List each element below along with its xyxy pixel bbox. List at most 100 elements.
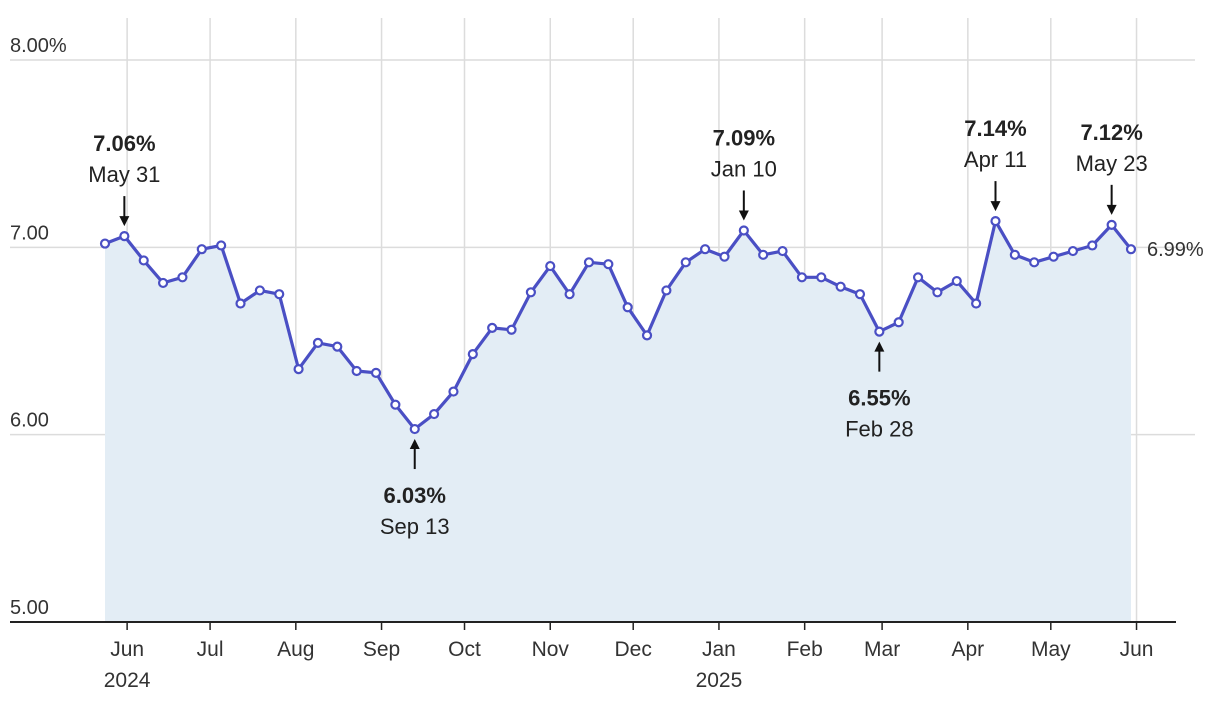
data-point	[971, 298, 982, 309]
data-point	[622, 302, 633, 313]
data-point	[912, 272, 924, 283]
x-tick-label: Jan	[702, 638, 736, 661]
data-point	[274, 289, 285, 300]
annotation-callout: May 31 7.06%	[88, 131, 160, 227]
annotation-callout: 6.55% Feb 28	[845, 341, 914, 442]
data-point	[738, 225, 749, 236]
data-point	[1087, 240, 1098, 251]
data-point	[680, 257, 691, 268]
data-point	[816, 272, 827, 283]
data-point	[641, 330, 653, 341]
data-point	[119, 230, 130, 242]
data-point	[1029, 257, 1040, 268]
annotation-value: 6.03%	[384, 483, 446, 508]
data-point	[177, 272, 188, 283]
x-tick-label: Mar	[864, 638, 900, 661]
annotation-callout: Apr 11 7.14%	[964, 116, 1027, 212]
data-point	[932, 287, 943, 298]
x-tick-label: Aug	[277, 638, 314, 661]
data-point	[700, 244, 711, 255]
end-value-label: 6.99%	[1147, 239, 1204, 261]
data-point	[370, 367, 382, 378]
data-point	[796, 272, 808, 283]
y-tick-label: 6.00	[10, 410, 49, 432]
axis-layer	[10, 621, 1176, 630]
data-point	[661, 285, 672, 296]
data-point	[1106, 219, 1117, 230]
annotation-arrow-head	[119, 216, 130, 227]
annotation-arrow-head	[738, 210, 749, 221]
annotation-date: May 31	[88, 162, 160, 187]
annotation-layer: May 31 7.06% 6.03% Sep 13 Jan 10 7.09% 6.55% Fe…	[88, 116, 1147, 539]
x-tick-label: Jun	[110, 638, 144, 661]
data-point	[777, 245, 788, 257]
annotation-arrow-head	[990, 201, 1001, 212]
data-point	[874, 326, 885, 337]
annotation-date: May 23	[1076, 151, 1148, 176]
y-tick-label: 8.00%	[10, 35, 67, 57]
annotation-arrow-head	[874, 341, 885, 352]
data-point	[758, 249, 769, 260]
x-tick-label: Feb	[787, 638, 823, 661]
data-point	[583, 257, 595, 268]
annotation-value: 7.14%	[964, 116, 1026, 141]
data-point	[564, 289, 575, 300]
data-point	[332, 341, 343, 352]
series-area	[105, 221, 1131, 622]
data-point	[216, 240, 227, 251]
data-point	[951, 275, 962, 287]
data-point	[99, 238, 111, 249]
data-point	[157, 277, 169, 289]
x-tick-label: Jul	[197, 638, 224, 661]
data-point	[719, 251, 730, 262]
data-point	[138, 255, 149, 266]
annotation-value: 7.09%	[713, 125, 775, 150]
data-point	[448, 386, 459, 397]
point-layer	[99, 216, 1137, 435]
data-point	[545, 260, 556, 272]
label-layer: 5.00 6.00 7.00 8.00% Jun 2024 Jul Aug Sep Oct Nov D…	[10, 35, 1204, 692]
annotation-value: 7.06%	[93, 131, 155, 156]
data-point	[1125, 244, 1137, 255]
annotation-value: 6.55%	[848, 386, 910, 411]
data-point	[1067, 245, 1079, 257]
data-point	[854, 289, 866, 300]
data-point	[835, 281, 846, 292]
x-tick-label: Apr	[951, 638, 984, 661]
data-point	[196, 244, 207, 255]
annotation-callout: 6.03% Sep 13	[380, 439, 450, 539]
x-tick-label: Dec	[615, 638, 652, 661]
annotation-date: Sep 13	[380, 514, 450, 539]
data-point	[254, 285, 265, 296]
data-point	[235, 298, 246, 309]
annotation-arrow-head	[1106, 204, 1117, 215]
x-tick-label: May	[1031, 638, 1071, 661]
area-layer	[105, 221, 1131, 622]
y-tick-label: 7.00	[10, 222, 49, 244]
data-point	[467, 349, 478, 360]
x-tick-label: Jun	[1120, 638, 1154, 661]
data-point	[990, 216, 1001, 227]
data-point	[1048, 251, 1059, 262]
data-point	[893, 317, 904, 328]
data-point	[351, 365, 362, 377]
x-tick-label: Sep	[363, 638, 400, 661]
annotation-date: Feb 28	[845, 417, 914, 442]
data-point	[409, 423, 420, 435]
x-tick-label: Nov	[532, 638, 570, 661]
annotation-value: 7.12%	[1080, 120, 1142, 145]
data-point	[293, 364, 304, 375]
data-point	[506, 324, 517, 335]
annotation-date: Jan 10	[711, 156, 777, 181]
data-point	[487, 322, 498, 333]
annotation-callout: May 23 7.12%	[1076, 120, 1148, 215]
y-tick-label: 5.00	[10, 597, 49, 619]
annotation-arrow-head	[409, 439, 420, 450]
data-point	[603, 259, 614, 270]
data-point	[390, 399, 401, 410]
data-point	[525, 287, 536, 298]
data-point	[428, 408, 440, 420]
annotation-date: Apr 11	[964, 147, 1027, 172]
